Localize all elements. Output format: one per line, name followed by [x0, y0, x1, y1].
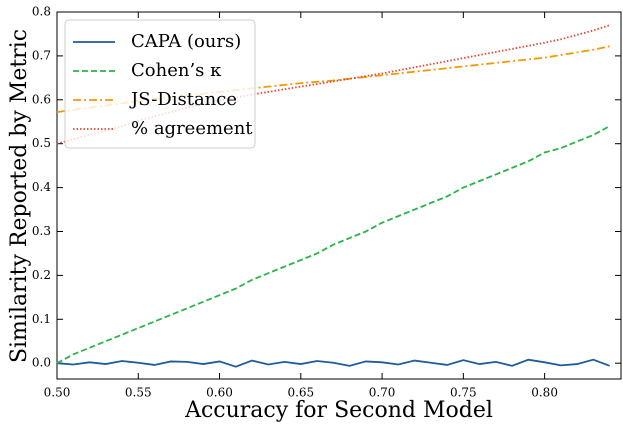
legend-label: % agreement — [131, 118, 253, 139]
x-axis-label: Accuracy for Second Model — [184, 398, 493, 423]
x-tick-label: 0.55 — [125, 386, 152, 400]
y-tick-label: 0.4 — [32, 180, 51, 194]
legend-label: JS-Distance — [129, 89, 237, 110]
y-tick-label: 0.0 — [32, 356, 51, 370]
series-line — [56, 125, 611, 364]
y-tick-label: 0.6 — [32, 92, 51, 106]
legend-box — [64, 19, 256, 149]
y-tick-label: 0.2 — [32, 268, 51, 282]
y-tick-label: 0.7 — [32, 48, 51, 62]
y-tick-label: 0.5 — [32, 136, 51, 150]
legend-label: Cohen’s κ — [131, 60, 222, 81]
x-tick-label: 0.65 — [287, 386, 314, 400]
legend-label: CAPA (ours) — [131, 31, 241, 52]
y-tick-label: 0.1 — [32, 312, 51, 326]
y-tick-label: 0.3 — [32, 224, 51, 238]
series-line — [56, 358, 610, 368]
x-tick-label: 0.70 — [369, 386, 396, 400]
x-tick-label: 0.80 — [531, 386, 558, 400]
y-axis-label: Similarity Reported by Metric — [7, 29, 32, 363]
x-tick-label: 0.50 — [44, 386, 71, 400]
x-tick-label: 0.60 — [206, 386, 233, 400]
x-tick-label: 0.75 — [450, 386, 477, 400]
plot-frame — [56, 11, 622, 380]
y-tick-label: 0.8 — [32, 5, 51, 19]
